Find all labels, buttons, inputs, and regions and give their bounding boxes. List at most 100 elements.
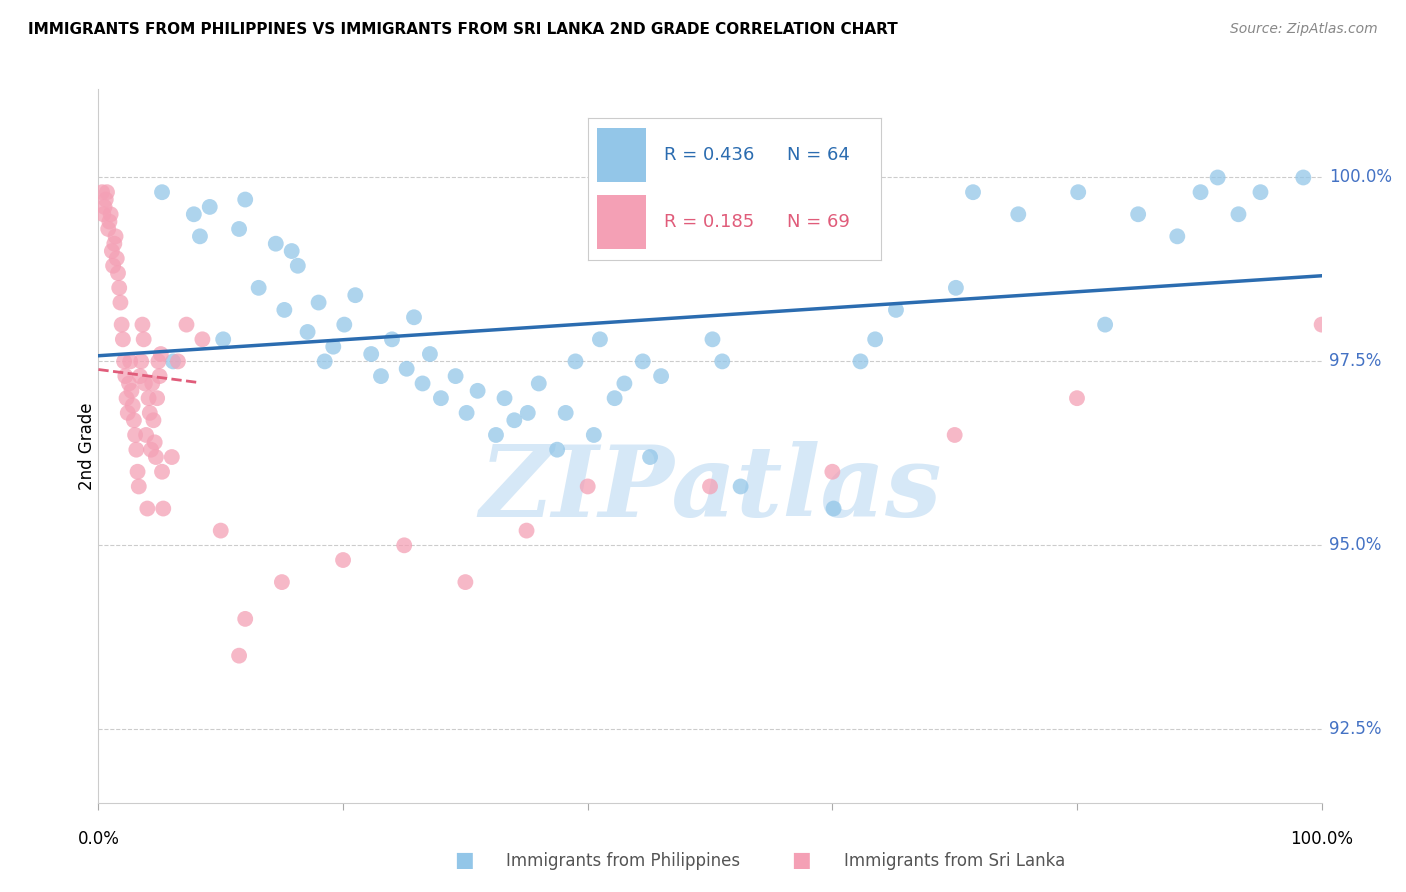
Point	[118, 376, 141, 391]
Point	[419, 347, 441, 361]
Point	[613, 376, 636, 391]
Y-axis label: 2nd Grade: 2nd Grade	[79, 402, 96, 490]
Point	[603, 391, 626, 405]
Point	[149, 347, 172, 361]
Point	[503, 413, 526, 427]
Point	[98, 214, 121, 228]
Point	[112, 354, 135, 368]
Point	[1227, 207, 1250, 221]
Point	[101, 244, 124, 258]
Point	[136, 501, 159, 516]
Point	[131, 318, 153, 332]
Point	[125, 442, 148, 457]
Point	[1067, 185, 1090, 199]
Text: 100.0%: 100.0%	[1291, 830, 1353, 847]
Point	[730, 479, 752, 493]
Point	[322, 340, 344, 354]
Point	[94, 193, 117, 207]
Point	[233, 193, 256, 207]
Text: 92.5%: 92.5%	[1329, 720, 1381, 739]
Point	[152, 501, 174, 516]
Point	[176, 318, 198, 332]
Point	[134, 376, 156, 391]
Point	[702, 332, 724, 346]
Point	[444, 369, 467, 384]
Point	[117, 406, 139, 420]
Point	[962, 185, 984, 199]
Point	[467, 384, 489, 398]
Point	[1066, 391, 1088, 405]
Text: IMMIGRANTS FROM PHILIPPINES VS IMMIGRANTS FROM SRI LANKA 2ND GRADE CORRELATION C: IMMIGRANTS FROM PHILIPPINES VS IMMIGRANT…	[28, 22, 898, 37]
Point	[191, 332, 214, 346]
Text: Immigrants from Sri Lanka: Immigrants from Sri Lanka	[844, 852, 1064, 870]
Point	[150, 465, 173, 479]
Point	[188, 229, 211, 244]
Point	[128, 479, 150, 493]
Point	[1292, 170, 1315, 185]
Point	[139, 406, 162, 420]
Point	[108, 281, 131, 295]
Point	[1094, 318, 1116, 332]
Point	[1310, 318, 1333, 332]
Point	[395, 361, 418, 376]
Point	[96, 185, 118, 199]
Point	[546, 442, 568, 457]
Point	[650, 369, 672, 384]
Point	[333, 318, 356, 332]
Point	[360, 347, 382, 361]
Point	[162, 354, 184, 368]
Point	[699, 479, 721, 493]
Text: ■: ■	[792, 850, 811, 870]
Point	[485, 428, 508, 442]
Point	[101, 259, 124, 273]
Point	[1250, 185, 1272, 199]
Text: ■: ■	[454, 850, 474, 870]
Point	[264, 236, 287, 251]
Point	[516, 524, 538, 538]
Point	[884, 302, 907, 317]
Point	[638, 450, 661, 464]
Point	[150, 185, 173, 199]
Point	[146, 391, 169, 405]
Point	[297, 325, 319, 339]
Point	[454, 575, 477, 590]
Point	[105, 252, 128, 266]
Text: 0.0%: 0.0%	[77, 830, 120, 847]
Point	[849, 354, 872, 368]
Point	[516, 406, 538, 420]
Point	[103, 236, 125, 251]
Point	[287, 259, 309, 273]
Point	[138, 391, 160, 405]
Point	[247, 281, 270, 295]
Point	[392, 538, 416, 552]
Point	[332, 553, 354, 567]
Text: 100.0%: 100.0%	[1329, 169, 1392, 186]
Point	[228, 222, 250, 236]
Point	[1128, 207, 1150, 221]
Point	[209, 524, 232, 538]
Point	[142, 413, 165, 427]
Point	[527, 376, 550, 391]
Point	[576, 479, 599, 493]
Point	[114, 369, 136, 384]
Point	[107, 266, 129, 280]
Point	[135, 428, 157, 442]
Point	[1206, 170, 1229, 185]
Point	[141, 376, 163, 391]
Point	[149, 369, 172, 384]
Point	[129, 369, 152, 384]
Point	[93, 200, 115, 214]
Point	[139, 442, 162, 457]
Point	[863, 332, 886, 346]
Point	[494, 391, 516, 405]
Point	[823, 501, 845, 516]
Point	[111, 318, 134, 332]
Point	[456, 406, 478, 420]
Point	[631, 354, 654, 368]
Point	[564, 354, 586, 368]
Point	[402, 310, 425, 325]
Point	[198, 200, 221, 214]
Point	[582, 428, 605, 442]
Point	[412, 376, 434, 391]
Point	[280, 244, 302, 258]
